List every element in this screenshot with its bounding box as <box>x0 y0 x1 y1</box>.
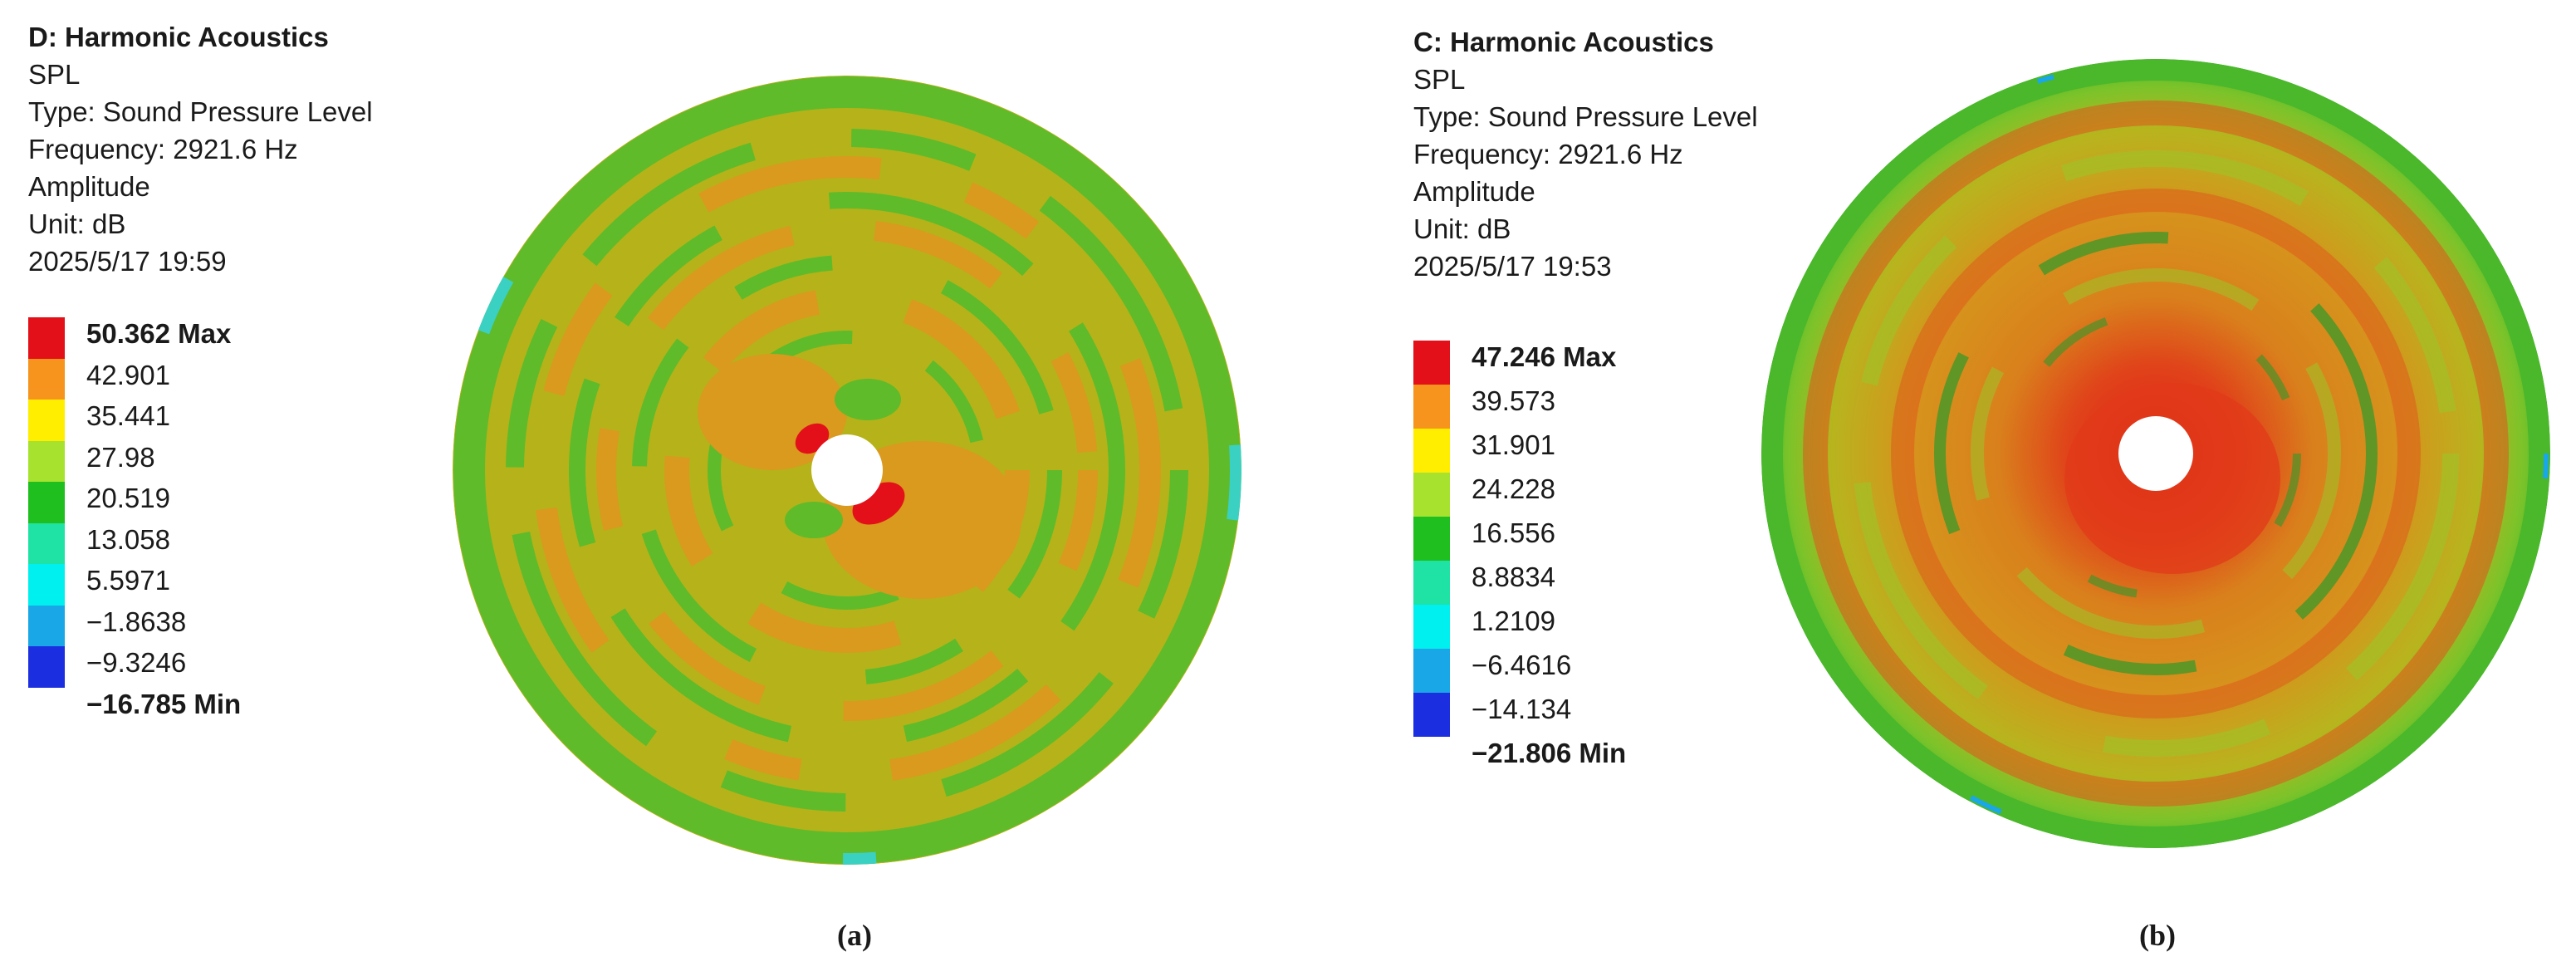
ring-band <box>2010 308 2301 599</box>
center-hole <box>2118 416 2193 491</box>
info-line: SPL <box>28 59 81 90</box>
legend-label: 47.246 Max <box>1472 341 1617 372</box>
legend-label: 31.901 <box>1472 429 1555 460</box>
info-line: Unit: dB <box>28 208 126 239</box>
ring-band <box>596 219 1098 721</box>
legend-swatch <box>28 440 65 482</box>
ring-band <box>1803 101 2509 807</box>
legend-swatch <box>1413 473 1450 517</box>
legend-swatch <box>28 522 65 564</box>
legend-swatch <box>28 400 65 441</box>
rim-blue-patch <box>1763 61 2549 846</box>
caption-b: (b) <box>2139 919 2176 952</box>
ring-band <box>533 156 1161 784</box>
legend-swatch <box>28 358 65 400</box>
info-line: Unit: dB <box>1413 213 1511 244</box>
legend-label: −6.4616 <box>1472 650 1572 680</box>
info-line: Frequency: 2921.6 Hz <box>1413 139 1683 169</box>
inner-lobe <box>835 379 901 420</box>
legend-swatch <box>28 564 65 606</box>
ring-band <box>632 255 1062 685</box>
caption-a: (a) <box>837 919 872 952</box>
result-info: C: Harmonic Acoustics SPL Type: Sound Pr… <box>1413 23 1758 285</box>
legend-label: −9.3246 <box>86 647 187 678</box>
center-hole <box>811 434 883 506</box>
ring-band <box>506 129 1188 812</box>
legend-label: −16.785 Min <box>86 688 242 719</box>
legend-label: −1.8638 <box>86 606 187 637</box>
inner-lobe <box>785 502 843 538</box>
legend-label: 39.573 <box>1472 385 1555 416</box>
result-title: D: Harmonic Acoustics <box>28 22 329 52</box>
legend-swatch <box>1413 429 1450 473</box>
legend-label: −21.806 Min <box>1472 738 1627 768</box>
spl-contour-disc-b <box>1761 59 2550 848</box>
ring-band <box>664 287 1030 653</box>
legend-label: 35.441 <box>86 400 170 431</box>
legend-label: 24.228 <box>1472 473 1555 504</box>
info-line: Type: Sound Pressure Level <box>28 96 373 127</box>
info-line: 2025/5/17 19:53 <box>1413 251 1612 282</box>
legend-swatch <box>28 317 65 359</box>
legend-label: 42.901 <box>86 359 170 390</box>
info-line: Amplitude <box>1413 176 1535 207</box>
ring-band <box>569 192 1125 748</box>
legend-label: 8.8834 <box>1472 562 1555 592</box>
ring-band <box>1971 268 2341 639</box>
ring-band <box>1934 232 2378 675</box>
legend-swatch <box>28 605 65 646</box>
ring-band <box>1891 189 2421 719</box>
panel-a: D: Harmonic Acoustics SPL Type: Sound Pr… <box>28 18 1241 952</box>
info-line: Amplitude <box>28 171 150 202</box>
legend-label: 20.519 <box>86 483 170 513</box>
info-line: SPL <box>1413 64 1466 95</box>
ring-band <box>1853 150 2459 757</box>
legend-swatch <box>1413 341 1450 385</box>
legend-label: 13.058 <box>86 523 170 555</box>
legend-label: 16.556 <box>1472 517 1555 548</box>
info-line: Frequency: 2921.6 Hz <box>28 134 298 164</box>
hot-spot <box>795 423 830 454</box>
legend-swatch <box>1413 605 1450 649</box>
legend-swatch <box>1413 693 1450 737</box>
legend-swatch <box>1413 517 1450 561</box>
spl-contour-disc-a <box>453 76 1241 865</box>
outer-rim-band <box>1761 59 2550 848</box>
legend-label: 27.98 <box>86 441 155 473</box>
legend-swatch <box>1413 649 1450 693</box>
result-info: D: Harmonic Acoustics SPL Type: Sound Pr… <box>28 18 373 280</box>
panel-b: C: Harmonic Acoustics SPL Type: Sound Pr… <box>1288 0 2576 976</box>
legend-swatch <box>28 646 65 688</box>
outer-rim-band <box>453 76 1241 864</box>
info-line: 2025/5/17 19:59 <box>28 246 227 277</box>
legend-label: 1.2109 <box>1472 606 1555 636</box>
rim-cyan-patch <box>453 76 1241 865</box>
legend-label: 5.5971 <box>86 565 170 596</box>
legend-swatch <box>1413 385 1450 429</box>
info-line: Type: Sound Pressure Level <box>1413 101 1758 132</box>
legend-swatch <box>28 482 65 523</box>
result-title: C: Harmonic Acoustics <box>1413 27 1714 57</box>
legend-label: 50.362 Max <box>86 318 232 349</box>
legend-swatch <box>1413 561 1450 605</box>
legend-label: −14.134 <box>1472 694 1572 724</box>
